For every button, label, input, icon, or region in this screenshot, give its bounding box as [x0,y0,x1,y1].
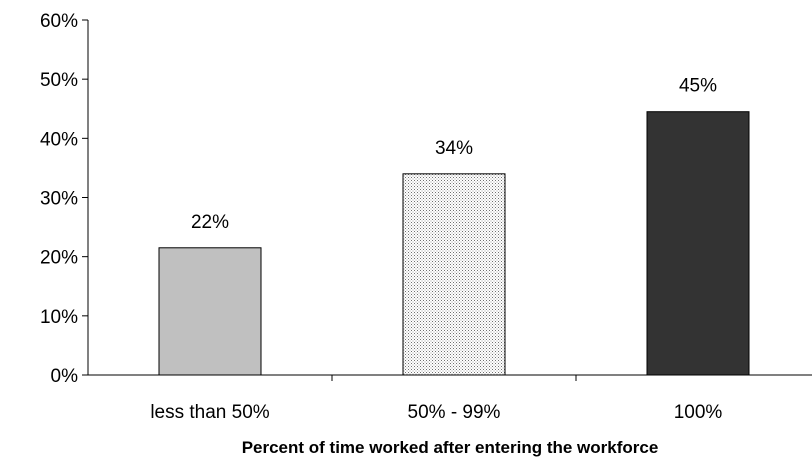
category-labels: less than 50% 50% - 99% 100% [150,402,722,423]
bar [158,247,262,376]
bar-value-label: 45% [679,76,717,97]
bar [402,173,506,376]
y-tick-label: 10% [40,307,78,328]
bar [646,111,750,376]
x-axis-ticks [331,375,577,381]
y-tick-label: 50% [40,70,78,91]
y-tick-label: 60% [40,11,78,32]
bar-value-label: 22% [191,212,229,233]
category-label: 50% - 99% [408,402,501,423]
y-tick-label: 0% [51,366,79,387]
x-axis-label: Percent of time worked after entering th… [242,438,659,457]
y-tick-label: 20% [40,248,78,269]
value-labels: 22% 34% 45% [191,76,717,233]
y-axis-ticks: 0% 10% 20% 30% 40% 50% 60% [40,11,88,387]
bars [158,111,750,376]
category-label: 100% [674,402,723,423]
bar-value-label: 34% [435,138,473,159]
category-label: less than 50% [150,402,269,423]
y-tick-label: 30% [40,189,78,210]
y-tick-label: 40% [40,129,78,150]
